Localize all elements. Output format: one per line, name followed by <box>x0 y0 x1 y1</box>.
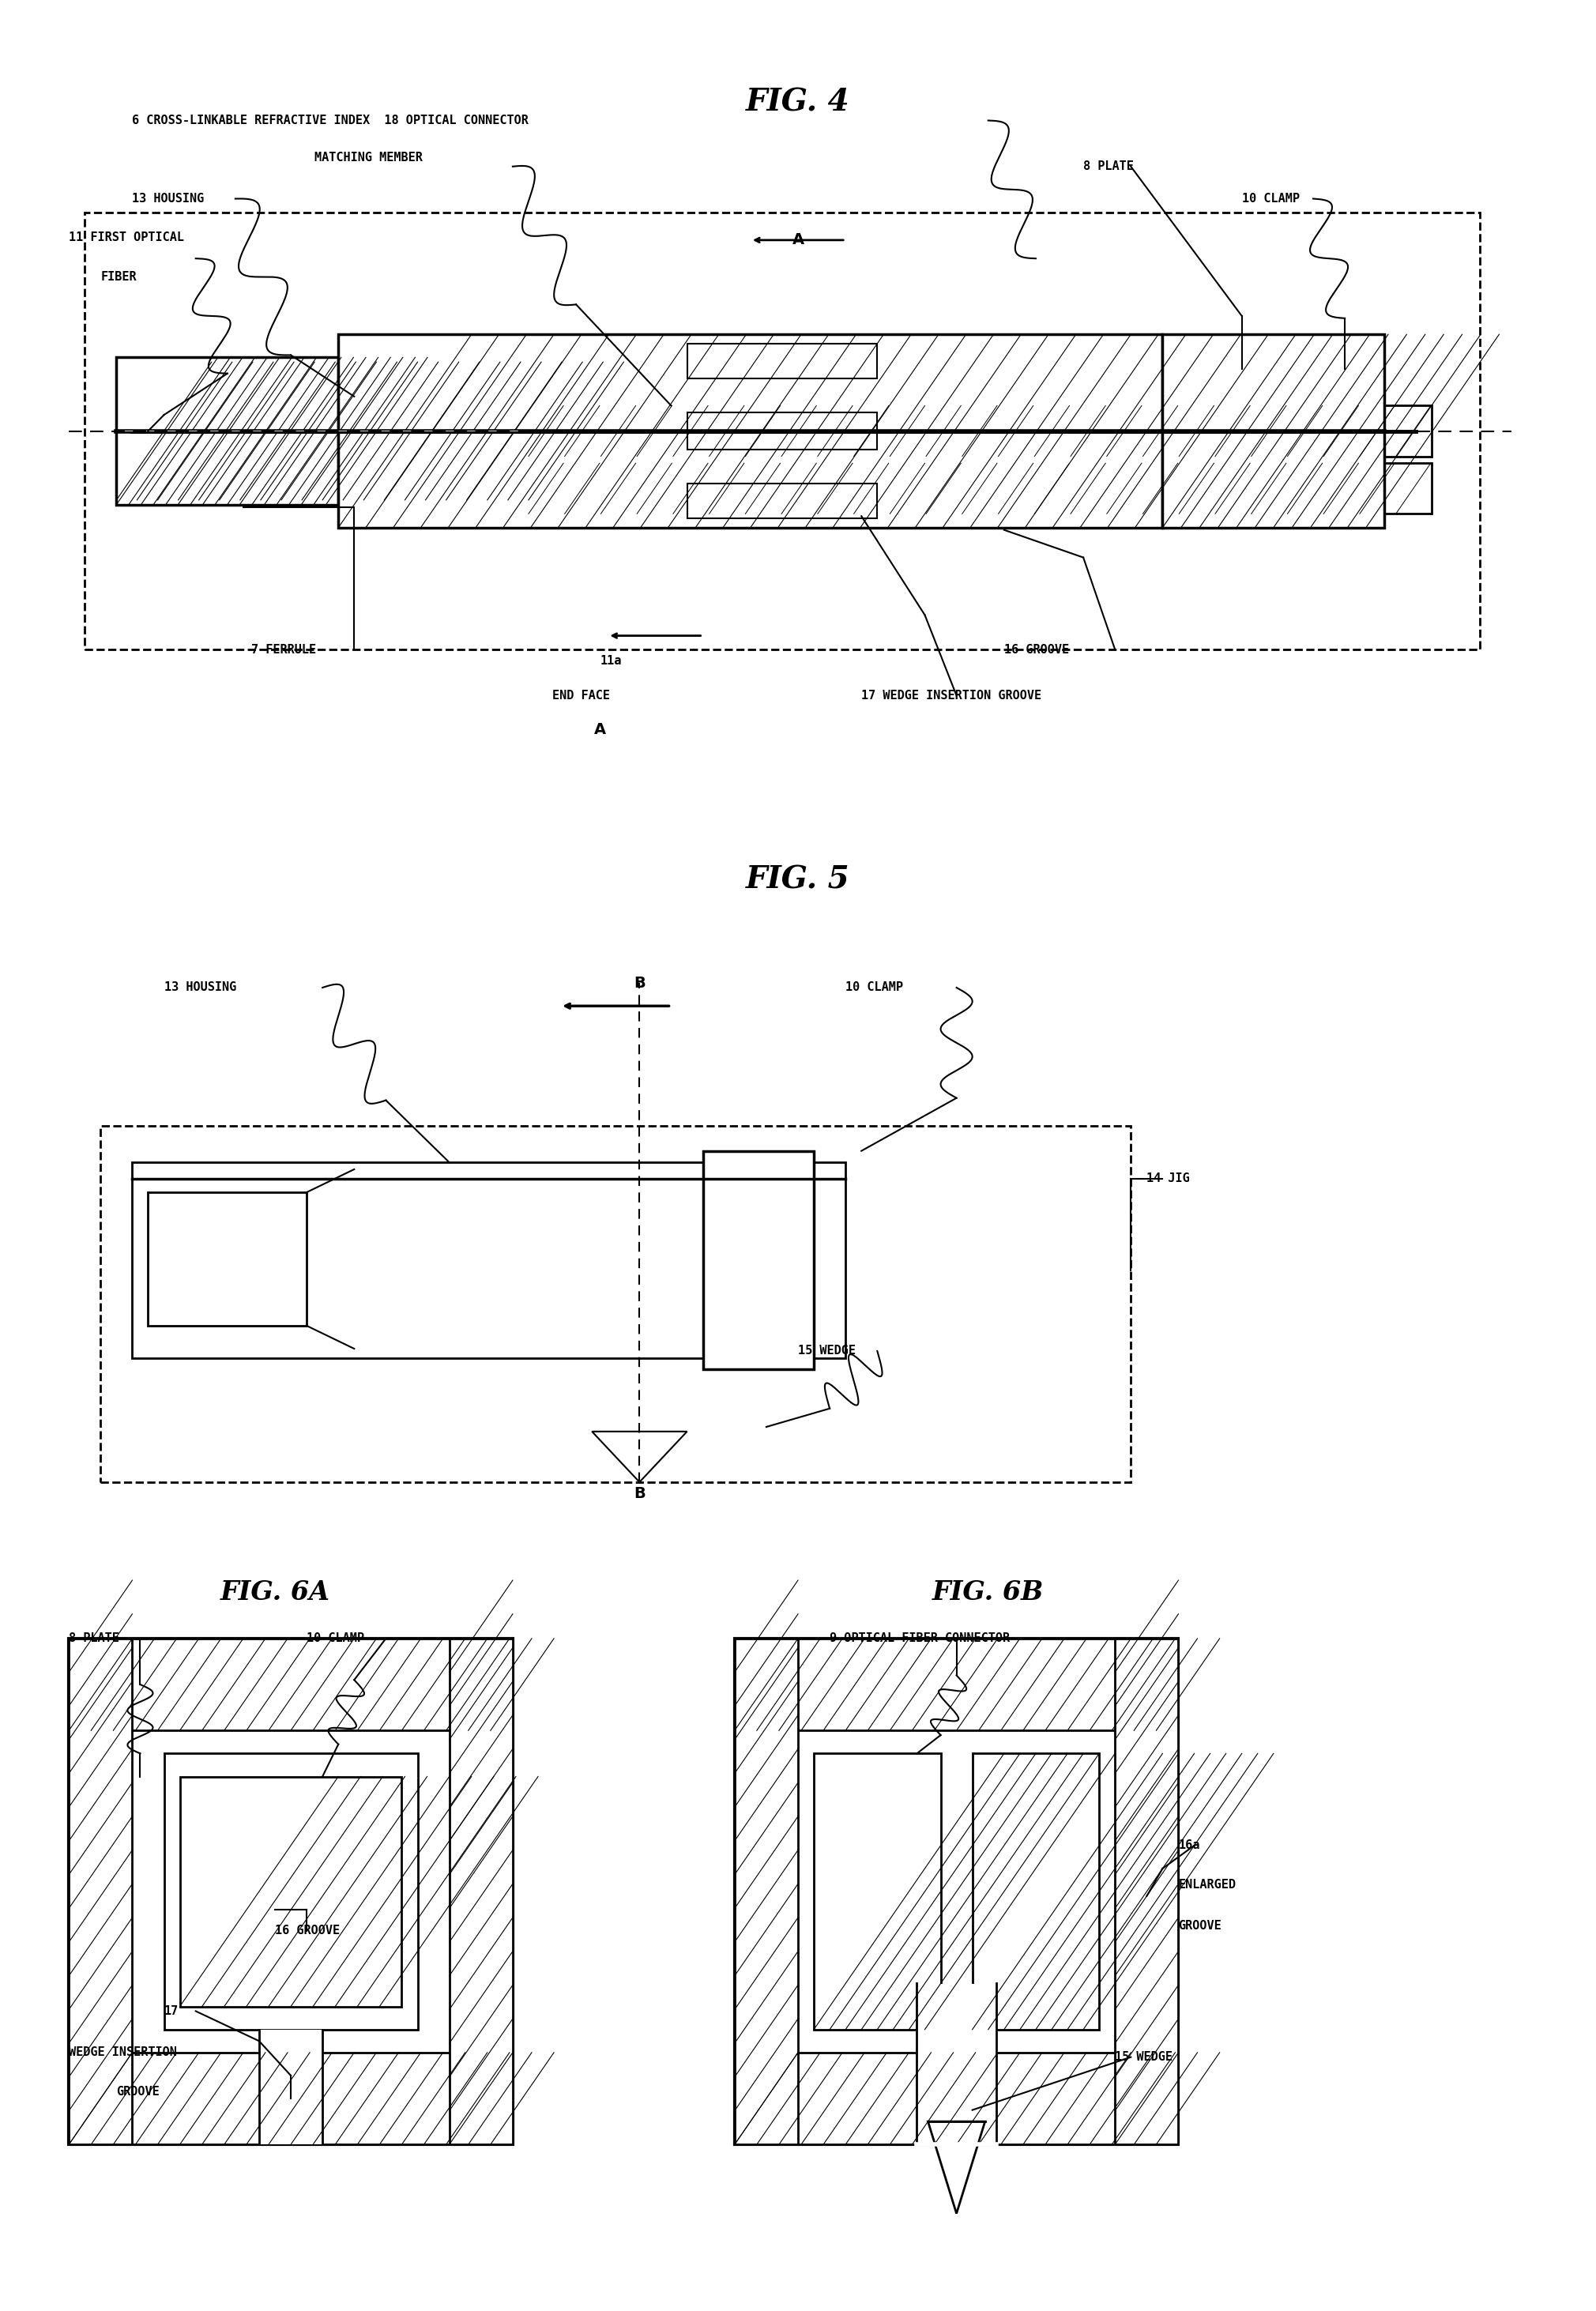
Bar <box>686 344 878 379</box>
Bar <box>702 1151 814 1370</box>
Bar <box>814 1754 940 2029</box>
Bar <box>69 1638 512 1731</box>
Text: FIG. 6A: FIG. 6A <box>220 1578 330 1606</box>
Bar <box>148 1192 306 1327</box>
Text: END FACE: END FACE <box>552 689 610 703</box>
Text: 16 GROOVE: 16 GROOVE <box>1004 642 1069 656</box>
Bar <box>916 1983 996 2145</box>
Text: 16a: 16a <box>1178 1840 1200 1851</box>
Text: FIG. 5: FIG. 5 <box>745 864 851 894</box>
Text: 8 PLATE: 8 PLATE <box>1084 159 1133 173</box>
Text: 17: 17 <box>164 2006 179 2018</box>
Text: MATCHING MEMBER: MATCHING MEMBER <box>314 150 423 164</box>
Bar <box>734 1638 1178 1731</box>
Text: 15 WEDGE: 15 WEDGE <box>1116 2052 1173 2064</box>
Text: FIG. 4: FIG. 4 <box>745 88 851 118</box>
Bar <box>69 1638 132 2145</box>
Text: 7 FERRULE: 7 FERRULE <box>251 642 316 656</box>
Bar <box>1116 1638 1178 2145</box>
Bar <box>117 358 338 504</box>
Text: 10 CLAMP: 10 CLAMP <box>846 982 903 994</box>
Text: 10 CLAMP: 10 CLAMP <box>306 1632 364 1645</box>
Polygon shape <box>592 1431 686 1481</box>
Bar <box>132 1162 846 1359</box>
Text: GROOVE: GROOVE <box>117 2087 160 2098</box>
Bar <box>338 335 1162 527</box>
Bar <box>734 1638 798 2145</box>
Text: FIBER: FIBER <box>101 270 137 282</box>
Bar <box>1162 335 1384 527</box>
Bar <box>117 363 528 499</box>
Bar <box>101 1125 1132 1481</box>
Bar <box>528 407 1432 455</box>
Text: A: A <box>792 233 804 247</box>
Text: A: A <box>594 723 606 737</box>
Text: B: B <box>634 975 645 991</box>
Bar <box>528 462 1432 513</box>
Text: 16 GROOVE: 16 GROOVE <box>275 1925 340 1937</box>
Text: B: B <box>634 1486 645 1502</box>
Text: 17 WEDGE INSERTION GROOVE: 17 WEDGE INSERTION GROOVE <box>862 689 1042 703</box>
Bar <box>734 2052 1178 2145</box>
Bar <box>85 213 1479 649</box>
Text: 10 CLAMP: 10 CLAMP <box>1242 192 1299 206</box>
Bar <box>686 483 878 518</box>
Text: GROOVE: GROOVE <box>1178 1920 1221 1932</box>
Bar <box>734 1638 1178 2145</box>
Text: 15 WEDGE: 15 WEDGE <box>798 1345 855 1357</box>
Bar <box>164 1754 418 2029</box>
Polygon shape <box>927 2121 985 2214</box>
Bar <box>180 1777 402 2006</box>
Text: 6 CROSS-LINKABLE REFRACTIVE INDEX  18 OPTICAL CONNECTOR: 6 CROSS-LINKABLE REFRACTIVE INDEX 18 OPT… <box>132 116 528 127</box>
Text: 13 HOUSING: 13 HOUSING <box>132 192 204 206</box>
Text: 11a: 11a <box>600 654 621 668</box>
Bar <box>259 2029 322 2145</box>
Text: 14 JIG: 14 JIG <box>1146 1172 1191 1186</box>
Bar <box>69 1638 512 2145</box>
Text: 9 OPTICAL FIBER CONNECTOR: 9 OPTICAL FIBER CONNECTOR <box>830 1632 1010 1645</box>
Text: ENLARGED: ENLARGED <box>1178 1879 1235 1890</box>
Text: 13 HOUSING: 13 HOUSING <box>164 982 236 994</box>
Text: WEDGE INSERTION: WEDGE INSERTION <box>69 2048 177 2059</box>
Bar <box>69 2052 512 2145</box>
Text: 11 FIRST OPTICAL: 11 FIRST OPTICAL <box>69 231 184 243</box>
Text: FIG. 6B: FIG. 6B <box>932 1578 1044 1606</box>
Bar <box>972 1754 1100 2029</box>
Bar <box>686 414 878 448</box>
Text: 8 PLATE: 8 PLATE <box>69 1632 120 1645</box>
Bar <box>450 1638 512 2145</box>
